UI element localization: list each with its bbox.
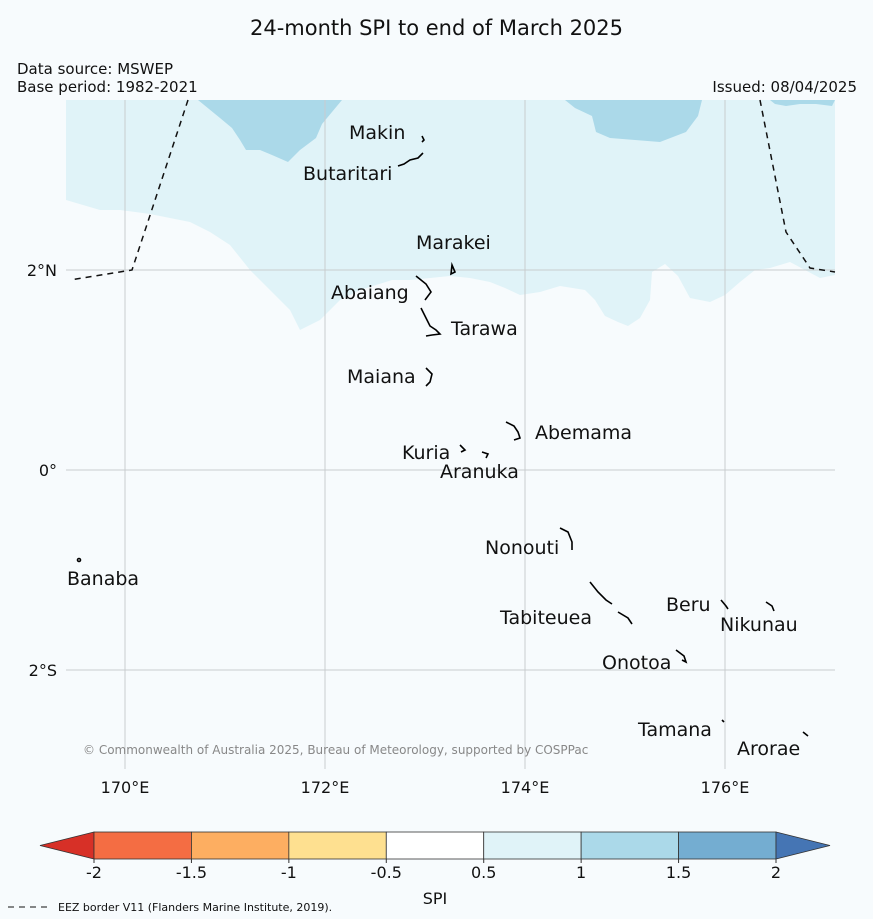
label-aranuka: Aranuka [440, 461, 519, 483]
island-arorae [802, 731, 809, 737]
eez-legend: EEZ border V11 (Flanders Marine Institut… [8, 901, 332, 914]
island-abemama [505, 421, 522, 441]
island-banaba [76, 557, 82, 563]
eez-legend-text: EEZ border V11 (Flanders Marine Institut… [58, 901, 332, 914]
place-labels: Makin Butaritari Marakei Abaiang Tarawa … [67, 122, 800, 760]
colorbar-bin [288, 831, 387, 860]
island-tamana [721, 719, 725, 723]
island-butaritari [397, 152, 424, 167]
lon-label-176: 176°E [701, 778, 750, 797]
label-tarawa: Tarawa [450, 318, 518, 340]
island-aranuka [481, 451, 490, 459]
label-nonouti: Nonouti [485, 537, 559, 559]
colorbar-tick-label: -1.5 [176, 863, 207, 882]
colorbar-tick-label: -1 [281, 863, 297, 882]
island-tarawa [420, 307, 442, 337]
data-source-label: Data source: MSWEP [17, 60, 174, 78]
island-tabiteuea [589, 581, 633, 625]
label-maiana: Maiana [347, 366, 416, 388]
label-abaiang: Abaiang [331, 282, 409, 304]
label-beru: Beru [666, 594, 711, 616]
colorbar-bin [93, 831, 192, 860]
eez-border [69, 99, 836, 281]
colorbar-ticks: -2 -1.5 -1 -0.5 0.5 1 1.5 2 [86, 859, 781, 882]
colorbar-bin [385, 831, 485, 860]
island-maiana [425, 367, 433, 387]
spi-region-blue-east [565, 100, 702, 142]
map-title: 24-month SPI to end of March 2025 [249, 16, 624, 40]
colorbar-extension-low [39, 831, 95, 860]
island-kuria [459, 444, 467, 453]
label-butaritari: Butaritari [303, 163, 392, 185]
lat-label-2n: 2°N [27, 261, 57, 280]
colorbar-label: SPI [423, 889, 448, 908]
colorbar-tick-label: 0.5 [471, 863, 496, 882]
colorbar-bin [483, 831, 582, 860]
colorbar-tick-label: 2 [771, 863, 781, 882]
colorbar-tick-label: -2 [86, 863, 102, 882]
latitude-labels: 2°N 0° 2°S [27, 261, 57, 680]
graticule [66, 100, 835, 769]
colorbar-tick-label: 1 [576, 863, 586, 882]
issued-date-label: Issued: 08/04/2025 [712, 78, 857, 96]
colorbar-bin [678, 831, 777, 860]
island-nikunau [765, 601, 775, 612]
label-banaba: Banaba [67, 568, 139, 590]
island-makin [421, 135, 425, 143]
label-nikunau: Nikunau [720, 614, 798, 636]
colorbar-tick-label: 1.5 [666, 863, 691, 882]
copyright-notice: © Commonwealth of Australia 2025, Bureau… [83, 743, 588, 757]
label-tabiteuea: Tabiteuea [499, 607, 592, 629]
colorbar-bin [580, 831, 679, 860]
lon-label-172: 172°E [301, 778, 350, 797]
lon-label-174: 174°E [501, 778, 550, 797]
label-kuria: Kuria [402, 442, 450, 464]
eez-border-east [759, 99, 836, 273]
label-arorae: Arorae [737, 738, 800, 760]
label-tamana: Tamana [637, 719, 712, 741]
label-abemama: Abemama [535, 422, 632, 444]
lon-label-170: 170°E [101, 778, 150, 797]
colorbar [39, 831, 831, 860]
island-beru [720, 599, 729, 610]
lat-label-0: 0° [39, 461, 57, 480]
label-makin: Makin [349, 122, 405, 144]
colorbar-bin [191, 831, 290, 860]
longitude-labels: 170°E 172°E 174°E 176°E [101, 778, 750, 797]
island-abaiang [415, 275, 432, 301]
eez-border-west [69, 99, 189, 281]
spi-region-blue-northeast [770, 100, 835, 106]
islands [76, 135, 809, 737]
spi-region-light-blue [66, 100, 835, 330]
spi-field [66, 100, 835, 330]
label-marakei: Marakei [416, 232, 491, 254]
colorbar-extension-high [775, 831, 831, 860]
lat-label-2s: 2°S [29, 661, 57, 680]
colorbar-tick-label: -0.5 [371, 863, 402, 882]
island-onotoa [675, 649, 688, 664]
base-period-label: Base period: 1982-2021 [17, 78, 198, 96]
spi-region-blue-west [198, 100, 342, 162]
island-nonouti [559, 527, 573, 550]
label-onotoa: Onotoa [602, 652, 671, 674]
island-marakei [450, 261, 457, 276]
